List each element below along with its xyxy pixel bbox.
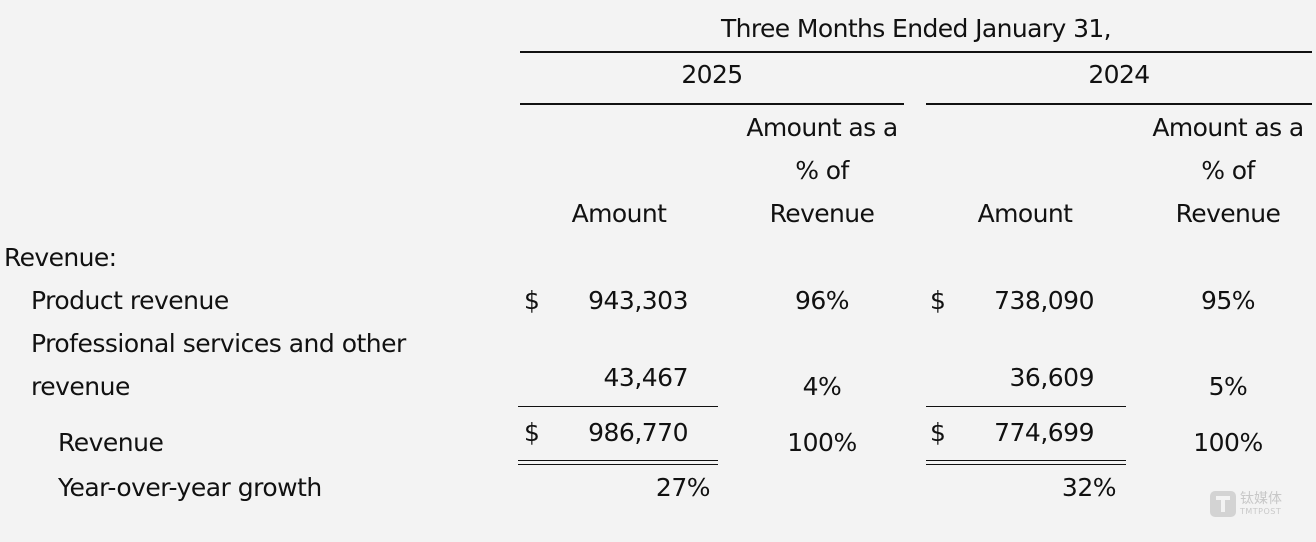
col-amount-2024: Amount — [977, 199, 1073, 228]
growth-2025: 27% — [655, 473, 711, 502]
services-pct-2024: 5% — [1208, 372, 1248, 401]
row-label-product-revenue: Product revenue — [31, 286, 229, 315]
currency-symbol: $ — [524, 418, 540, 447]
col-pct-2025-line2: % of — [795, 156, 849, 185]
total-double-rule-2025-a — [518, 460, 718, 461]
total-amount-2025: 986,770 — [588, 418, 688, 447]
tmtpost-logo-icon — [1210, 491, 1236, 517]
year-2025-rule — [520, 103, 904, 105]
total-pct-2024: 100% — [1193, 428, 1263, 457]
col-pct-2024-line1: Amount as a — [1152, 113, 1304, 142]
watermark-en-text: TMTPOST — [1240, 507, 1282, 516]
total-double-rule-2024-b — [926, 464, 1126, 465]
growth-2024: 32% — [1061, 473, 1117, 502]
currency-symbol: $ — [524, 286, 540, 315]
row-label-services-line1: Professional services and other — [31, 329, 406, 358]
col-amount-2025: Amount — [571, 199, 667, 228]
currency-symbol: $ — [930, 418, 946, 447]
col-pct-2024-line3: Revenue — [1175, 199, 1281, 228]
services-pct-2025: 4% — [802, 372, 842, 401]
year-2024-header: 2024 — [1088, 60, 1150, 89]
period-title: Three Months Ended January 31, — [720, 14, 1112, 43]
subtotal-rule-2025 — [518, 406, 718, 407]
year-2024-rule — [926, 103, 1312, 105]
total-pct-2025: 100% — [787, 428, 857, 457]
currency-symbol: $ — [930, 286, 946, 315]
row-label-total-revenue: Revenue — [58, 428, 164, 457]
product-pct-2024: 95% — [1200, 286, 1256, 315]
services-amount-2024: 36,609 — [1009, 363, 1095, 392]
tmtpost-watermark: 钛媒体 TMTPOST — [1210, 491, 1290, 519]
col-pct-2025-line3: Revenue — [769, 199, 875, 228]
watermark-cn-text: 钛媒体 — [1240, 491, 1282, 507]
total-double-rule-2024-a — [926, 460, 1126, 461]
year-2025-header: 2025 — [681, 60, 743, 89]
total-amount-2024: 774,699 — [994, 418, 1094, 447]
total-double-rule-2025-b — [518, 464, 718, 465]
product-pct-2025: 96% — [794, 286, 850, 315]
row-label-services-line2: revenue — [31, 372, 130, 401]
header-rule-top — [520, 51, 1312, 53]
section-label-revenue: Revenue: — [4, 243, 117, 272]
col-pct-2024-line2: % of — [1201, 156, 1255, 185]
subtotal-rule-2024 — [926, 406, 1126, 407]
col-pct-2025-line1: Amount as a — [746, 113, 898, 142]
product-amount-2024: 738,090 — [994, 286, 1094, 315]
row-label-yoy-growth: Year-over-year growth — [58, 473, 322, 502]
services-amount-2025: 43,467 — [603, 363, 689, 392]
product-amount-2025: 943,303 — [588, 286, 688, 315]
